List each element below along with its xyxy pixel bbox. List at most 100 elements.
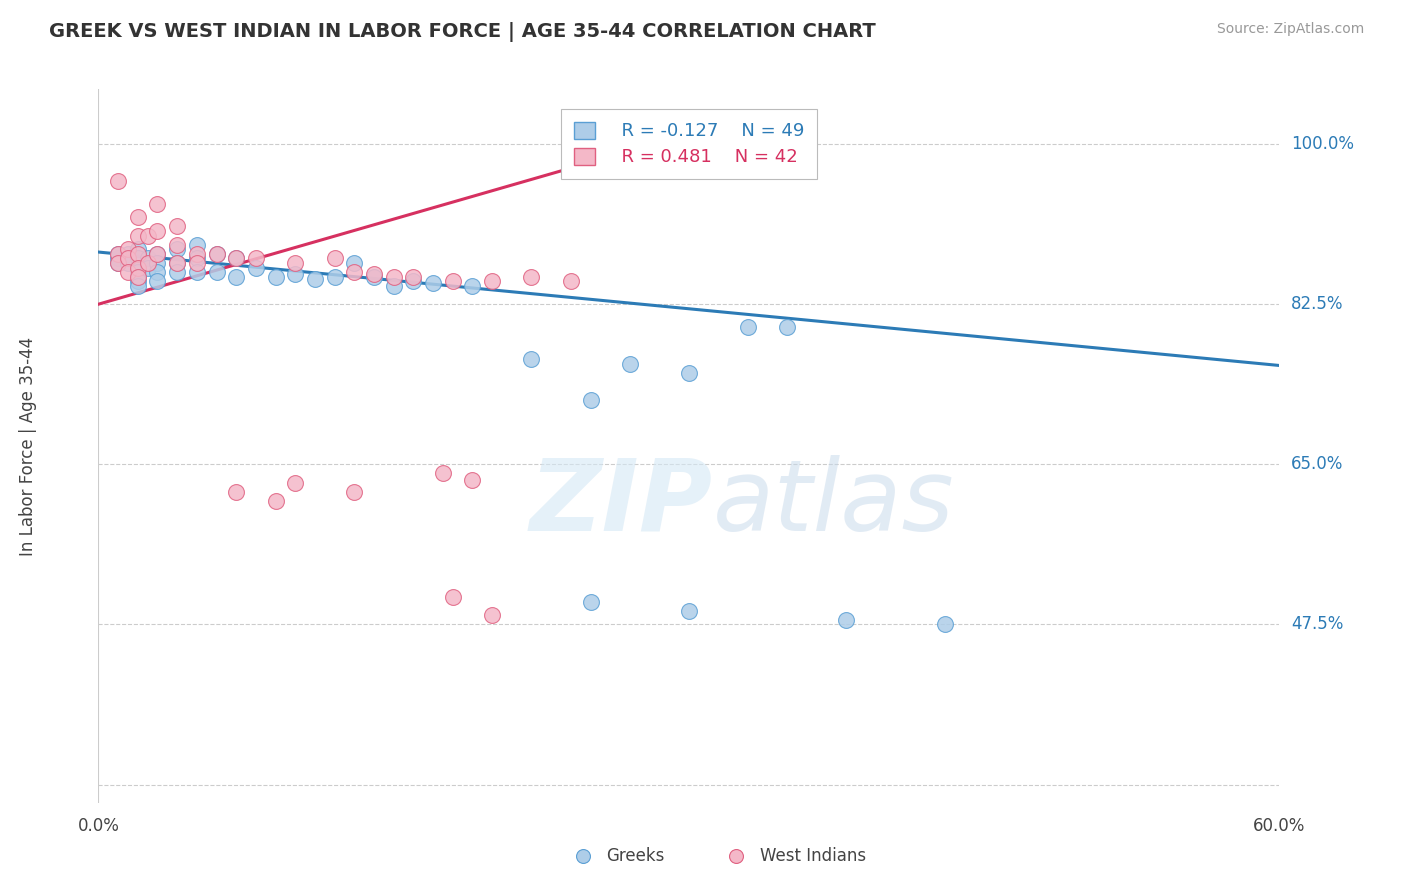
Text: Greeks: Greeks [606,847,665,865]
Point [107,174,129,188]
Text: 0.0%: 0.0% [77,816,120,835]
Point [107,247,129,261]
Point [481,274,503,288]
Text: Source: ZipAtlas.com: Source: ZipAtlas.com [1216,22,1364,37]
Point [146,224,169,238]
Point [127,260,149,275]
Point [166,256,188,270]
Point [776,320,799,334]
Text: In Labor Force | Age 35-44: In Labor Force | Age 35-44 [18,336,37,556]
Point [146,247,169,261]
Point [127,260,149,275]
Point [284,267,307,281]
Point [186,252,208,266]
Point [363,267,385,281]
Point [225,484,247,499]
Point [481,608,503,623]
Point [136,228,159,243]
Text: 100.0%: 100.0% [1291,135,1354,153]
Point [107,256,129,270]
Point [127,211,149,225]
Point [619,357,641,371]
Point [127,269,149,284]
Point [146,247,169,261]
Point [107,252,129,266]
Point [117,252,139,266]
Point [166,242,188,256]
Point [363,269,385,284]
Point [117,265,139,279]
Point [343,484,366,499]
Point [284,475,307,490]
Point [205,247,228,261]
Point [127,269,149,284]
Point [382,269,405,284]
Point [343,256,366,270]
Point [343,265,366,279]
Point [245,252,267,266]
Point [264,269,287,284]
Point [835,613,858,627]
Point [225,269,247,284]
Point [107,247,129,261]
Point [461,473,484,487]
Point [146,265,169,279]
Point [432,467,454,481]
Point [678,366,700,380]
Point [127,228,149,243]
Point [127,274,149,288]
Text: 82.5%: 82.5% [1291,295,1344,313]
Point [402,274,425,288]
Point [166,219,188,234]
Point [146,274,169,288]
Point [136,260,159,275]
Point [323,252,346,266]
Point [560,274,582,288]
Text: GREEK VS WEST INDIAN IN LABOR FORCE | AGE 35-44 CORRELATION CHART: GREEK VS WEST INDIAN IN LABOR FORCE | AG… [49,22,876,42]
Point [186,256,208,270]
Point [422,276,444,290]
Point [186,265,208,279]
Point [146,256,169,270]
Legend:   R = -0.127    N = 49,   R = 0.481    N = 42: R = -0.127 N = 49, R = 0.481 N = 42 [561,109,817,179]
Point [520,352,543,367]
Point [245,260,267,275]
Point [934,617,956,632]
Point [264,494,287,508]
Point [166,256,188,270]
Point [136,256,159,270]
Point [520,269,543,284]
Text: 47.5%: 47.5% [1291,615,1344,633]
Point [678,604,700,618]
Text: 60.0%: 60.0% [1253,816,1306,835]
Point [402,269,425,284]
Point [117,256,139,270]
Point [186,237,208,252]
Point [127,242,149,256]
Point [166,237,188,252]
Point [127,265,149,279]
Point [579,594,602,608]
Text: West Indians: West Indians [759,847,866,865]
Point [166,265,188,279]
Point [382,279,405,293]
Point [579,393,602,408]
Text: atlas: atlas [713,455,955,551]
Text: ZIP: ZIP [530,455,713,551]
Point [117,242,139,256]
Point [323,269,346,284]
Point [127,247,149,261]
Point [737,320,759,334]
Point [127,252,149,266]
Point [107,256,129,270]
Point [146,196,169,211]
Point [225,252,247,266]
Point [284,256,307,270]
Point [441,274,464,288]
Point [205,265,228,279]
Point [205,247,228,261]
Point [136,252,159,266]
Point [186,247,208,261]
Point [461,279,484,293]
Point [441,590,464,604]
